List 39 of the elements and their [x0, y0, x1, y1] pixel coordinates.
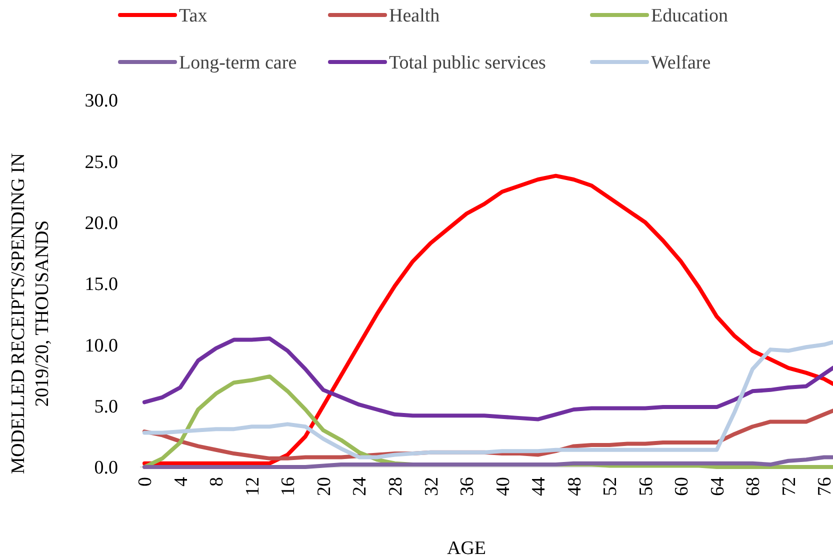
x-tick-label: 44 [528, 476, 550, 496]
legend-label: Tax [179, 6, 208, 27]
legend-label: Total public services [389, 52, 546, 74]
x-tick-label: 4 [170, 476, 192, 486]
x-tick-label: 76 [814, 477, 833, 496]
x-tick-label: 24 [350, 476, 371, 496]
y-tick-label: 30.0 [84, 90, 118, 112]
x-tick-label: 60 [672, 477, 693, 496]
y-axis-title: MODELLED RECEIPTS/SPENDING IN 2019/20, THOUSANDS [8, 152, 53, 474]
x-tick-label: 68 [743, 477, 764, 496]
legend-label: Long-term care [179, 52, 297, 74]
x-tick-label: 12 [242, 477, 264, 496]
line-series [142, 174, 833, 466]
x-tick-label: 40 [492, 477, 514, 496]
line-series [142, 336, 833, 422]
legend-label: Education [651, 6, 729, 27]
x-tick-label: 32 [421, 477, 442, 496]
y-tick-label: 5.0 [94, 396, 118, 418]
x-tick-label: 48 [564, 477, 586, 496]
x-tick-label: 64 [707, 476, 728, 496]
line-series [142, 455, 833, 469]
y-tick-label: 20.0 [84, 212, 118, 234]
x-axis-title: AGE [446, 538, 486, 559]
x-tick-label: 0 [135, 477, 156, 486]
x-tick-label: 20 [314, 477, 335, 496]
legend-label: Health [389, 6, 440, 27]
x-tick-label: 36 [457, 477, 478, 496]
legend-label: Welfare [651, 52, 711, 74]
x-tick-label: 52 [600, 477, 622, 496]
x-tick-label: 16 [278, 477, 300, 496]
x-tick-label: 28 [385, 477, 406, 496]
y-tick-label: 10.0 [84, 335, 118, 356]
x-tick-label: 72 [778, 477, 800, 496]
x-tick-label: 56 [636, 477, 657, 496]
y-tick-label: 25.0 [84, 152, 118, 173]
y-tick-label: 15.0 [84, 274, 118, 296]
x-tick-label: 8 [206, 477, 228, 486]
line-series [142, 340, 833, 460]
y-tick-label: 0.0 [94, 458, 118, 479]
